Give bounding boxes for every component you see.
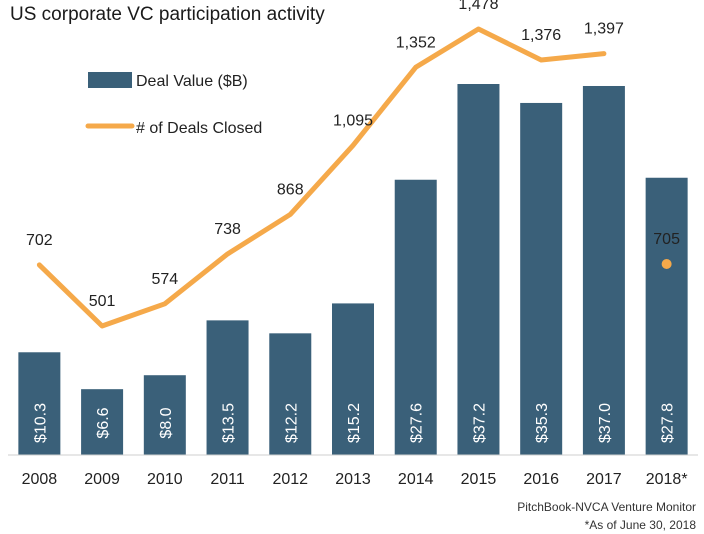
bar-label-2018: $27.8: [660, 403, 677, 443]
bar-2013: [332, 303, 374, 455]
bar-2011: [206, 320, 249, 455]
x-tick-label-2014: 2014: [398, 471, 434, 488]
bar-2012: [269, 333, 312, 455]
legend-label-deal-value: Deal Value ($B): [136, 73, 248, 90]
bar-2016: [520, 102, 563, 456]
bar-2010: [143, 375, 186, 455]
x-tick-label-2017: 2017: [586, 471, 622, 488]
deals-closed-line: [36, 26, 607, 329]
bar-label-2008: $10.3: [32, 403, 49, 443]
line-label-2014: 1,352: [396, 34, 436, 51]
bar-label-2009: $6.6: [95, 407, 112, 438]
bar-label-2016: $35.3: [534, 403, 551, 443]
x-tick-label-2010: 2010: [147, 471, 183, 488]
x-tick-label-2009: 2009: [84, 471, 120, 488]
bar-2018: [645, 177, 688, 455]
line-label-2011: 738: [214, 221, 241, 238]
x-tick-label-2011: 2011: [210, 471, 245, 488]
bar-series: $10.3 $6.6 $8.0 $13.5 $12.2 $15.2 $27.6 $37.2 $3…: [18, 84, 688, 456]
bar-2017: [582, 85, 625, 455]
bar-label-2017: $37.0: [597, 403, 614, 443]
line-series: 702 501 574 738 868 1,095 1,352 1,478 1,376 1,397…: [26, 0, 680, 329]
x-tick-label-2013: 2013: [335, 471, 371, 488]
bar-label-2013: $15.2: [346, 403, 363, 443]
bar-2008: [18, 352, 61, 455]
line-label-2012: 868: [277, 181, 304, 198]
deals-closed-point-2018: [661, 258, 672, 269]
line-label-2008: 702: [26, 232, 53, 249]
bar-2015: [457, 84, 500, 455]
line-label-2009: 501: [89, 293, 116, 310]
line-label-2010: 574: [151, 271, 178, 288]
x-tick-label-2015: 2015: [461, 471, 497, 488]
bar-label-2010: $8.0: [158, 407, 175, 438]
bar-label-2011: $13.5: [221, 403, 238, 443]
chart-title: US corporate VC participation activity: [10, 4, 325, 25]
legend-swatch-deal-value: [88, 72, 132, 88]
x-tick-label-2008: 2008: [22, 471, 58, 488]
x-axis: 2008 2009 2010 2011 2012 2013 2014 2015 2016 2017…: [8, 454, 698, 488]
x-tick-label-2018: 2018*: [646, 471, 688, 488]
footnote: *As of June 30, 2018: [584, 518, 696, 532]
legend-label-deals-closed: # of Deals Closed: [136, 120, 262, 137]
bar-2014: [394, 179, 437, 455]
bar-label-2014: $27.6: [409, 403, 426, 443]
x-tick-label-2016: 2016: [523, 471, 559, 488]
line-label-2017: 1,397: [584, 21, 624, 38]
bar-label-2012: $12.2: [283, 403, 300, 443]
source-note: PitchBook-NVCA Venture Monitor: [517, 500, 696, 514]
legend: Deal Value ($B) # of Deals Closed: [85, 72, 262, 137]
bar-2009: [81, 389, 124, 455]
line-label-2016: 1,376: [521, 27, 561, 44]
line-label-2015: 1,478: [458, 0, 498, 13]
line-label-2013: 1,095: [333, 112, 373, 129]
x-tick-label-2012: 2012: [272, 471, 308, 488]
line-label-2018: 705: [653, 231, 680, 248]
bar-label-2015: $37.2: [471, 403, 488, 443]
